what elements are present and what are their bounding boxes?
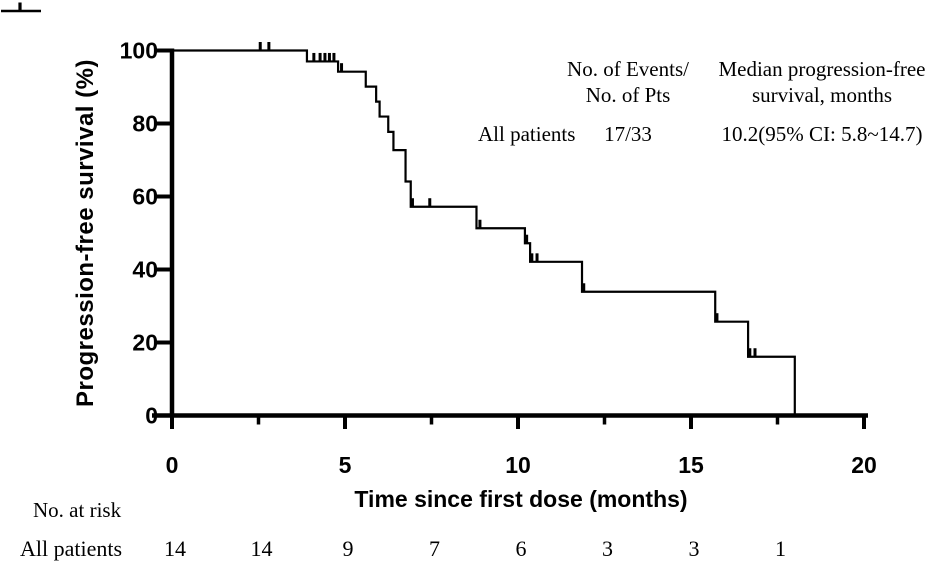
y-tick-label: 40: [132, 257, 158, 283]
events-header-line2: No. of Pts: [585, 83, 671, 107]
y-tick-label: 100: [120, 38, 158, 64]
risk-value: 9: [342, 536, 354, 561]
risk-value: 6: [515, 536, 527, 561]
median-header-line2: survival, months: [752, 83, 892, 107]
x-tick-label: 10: [505, 452, 531, 478]
x-tick-label: 5: [339, 452, 352, 478]
y-tick-label: 80: [132, 111, 158, 137]
risk-value: 3: [688, 536, 700, 561]
km-curve: [172, 49, 796, 416]
x-tick-label: 0: [166, 452, 179, 478]
risk-value: 7: [429, 536, 440, 561]
x-tick-label: 15: [678, 452, 704, 478]
y-tick-label: 60: [132, 184, 158, 210]
risk-value: 3: [602, 536, 613, 561]
median-column-header: Median progression-free survival, months: [682, 56, 931, 108]
y-axis-title: Progression-free survival (%): [72, 59, 99, 407]
y-tick-label: 0: [145, 403, 158, 429]
legend-series-label: All patients: [478, 122, 576, 146]
events-column-header: No. of Events/ No. of Pts: [518, 56, 738, 108]
median-header-line1: Median progression-free: [718, 57, 926, 81]
events-header-line1: No. of Events/: [567, 57, 689, 81]
median-value: 10.2(95% CI: 5.8~14.7): [721, 122, 923, 146]
risk-table-row-label: All patients: [20, 536, 123, 561]
risk-table-values-row: 14 14 9 7 6 3 3 1: [0, 536, 931, 566]
risk-value: 1: [775, 536, 786, 561]
risk-value: 14: [250, 536, 273, 561]
y-tick-label: 20: [132, 330, 158, 356]
x-tick-label: 20: [851, 452, 877, 478]
risk-table-title: No. at risk: [33, 498, 122, 522]
risk-value: 14: [164, 536, 186, 561]
x-axis-title: Time since first dose (months): [354, 486, 688, 512]
events-value: 17/33: [604, 122, 652, 146]
km-line-legend-symbol: [1, 2, 41, 13]
